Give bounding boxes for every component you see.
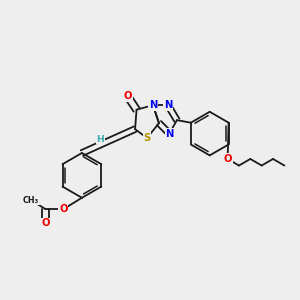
Text: O: O: [224, 154, 232, 164]
Text: H: H: [96, 135, 104, 144]
Text: S: S: [143, 133, 151, 143]
Text: O: O: [41, 218, 50, 229]
Text: CH₃: CH₃: [23, 196, 39, 205]
Text: O: O: [59, 204, 68, 214]
Text: O: O: [123, 91, 132, 101]
Text: N: N: [164, 100, 172, 110]
Text: N: N: [165, 129, 174, 139]
Text: N: N: [149, 100, 157, 110]
